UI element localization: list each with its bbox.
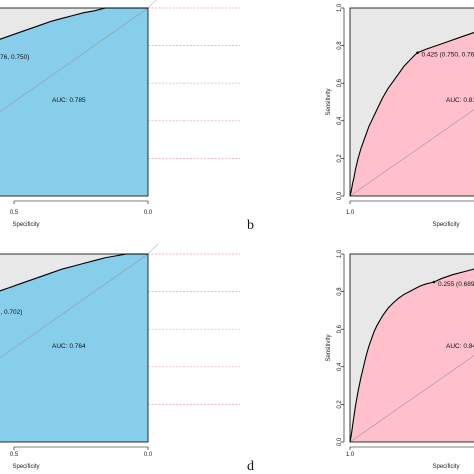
roc-curve — [0, 7, 148, 40]
y-axis-title: Sensitivity — [326, 334, 332, 361]
roc-panel-d: 0.255 (0.689, 0.851)AUC: 0.841.00.5Speci… — [250, 246, 474, 470]
auc-label: AUC: 0.764 — [52, 343, 86, 350]
x-axis-title: Specificity — [432, 464, 459, 470]
chance-diagonal — [349, 109, 474, 197]
roc-curve — [349, 31, 474, 197]
x-tick-label: 1.0 — [346, 452, 355, 458]
threshold-label: 0.369 (0.676, 0.750) — [0, 54, 29, 61]
panel-letter-d: d — [247, 459, 254, 474]
roc-curve — [0, 253, 148, 292]
threshold-label: 0.255 (0.689, 0.851) — [438, 281, 474, 288]
diagonal-tail — [147, 243, 159, 255]
auc-area — [350, 269, 474, 442]
diagonal-tail — [147, 0, 157, 9]
threshold-point — [416, 51, 419, 55]
x-tick-label: 0.5 — [10, 452, 19, 458]
roc-curve — [349, 268, 474, 443]
plot-frame — [0, 7, 149, 197]
auc-label: AUC: 0.84 — [446, 343, 474, 350]
y-tick-label: 0.8 — [337, 41, 343, 50]
x-tick-label: 0.5 — [10, 210, 19, 216]
chance-diagonal — [349, 355, 474, 443]
chance-diagonal — [0, 253, 149, 359]
plot-frame — [0, 253, 149, 443]
x-axis-title: Specificity — [12, 222, 39, 228]
y-axis-title: Sensitivity — [326, 88, 332, 115]
margin-area — [250, 0, 350, 198]
y-tick-label: 0.0 — [337, 437, 343, 446]
auc-area — [0, 8, 148, 196]
y-tick-label: 1.0 — [337, 249, 343, 258]
plot-frame — [349, 7, 474, 197]
x-tick-label: 0.0 — [144, 210, 153, 216]
chance-diagonal — [0, 7, 149, 113]
margin-area — [148, 0, 268, 198]
plot-frame — [349, 253, 474, 443]
auc-label: AUC: 0.785 — [52, 97, 86, 104]
y-tick-label: 0.6 — [337, 324, 343, 333]
y-tick-label: 0.8 — [337, 287, 343, 296]
roc-panel-b: 0.425 (0.750, 0.762)AUC: 0.811.00.5Speci… — [250, 0, 474, 228]
y-tick-label: 0.2 — [337, 400, 343, 409]
threshold-label: 0.425 (0.750, 0.762) — [422, 52, 474, 59]
y-tick-label: 0.2 — [337, 154, 343, 163]
x-axis-title: Specificity — [12, 464, 39, 470]
roc-panel-a: 0.369 (0.676, 0.750) AUC: 0.785 0.5 0.0 Spec… — [0, 0, 268, 228]
y-tick-label: 0.4 — [337, 362, 343, 371]
y-tick-label: 1.0 — [337, 3, 343, 12]
x-axis-title: Specificity — [432, 222, 459, 228]
auc-area — [0, 254, 148, 442]
y-tick-label: 0.6 — [337, 78, 343, 87]
y-tick-label: 0.0 — [337, 191, 343, 200]
y-tick-label: 0.4 — [337, 116, 343, 125]
x-tick-label: 1.0 — [346, 210, 355, 216]
margin-area — [148, 246, 268, 444]
threshold-point — [432, 280, 436, 284]
x-tick-label: 0.0 — [144, 452, 153, 458]
auc-area — [350, 32, 474, 196]
roc-panel-c: 0.333 (0.702, 0.702) AUC: 0.764 0.5 0.0 Spec… — [0, 243, 268, 470]
panel-letter-b: b — [247, 218, 254, 233]
threshold-label: 0.333 (0.702, 0.702) — [0, 309, 22, 316]
auc-label: AUC: 0.81 — [446, 97, 474, 104]
margin-area — [250, 246, 350, 444]
